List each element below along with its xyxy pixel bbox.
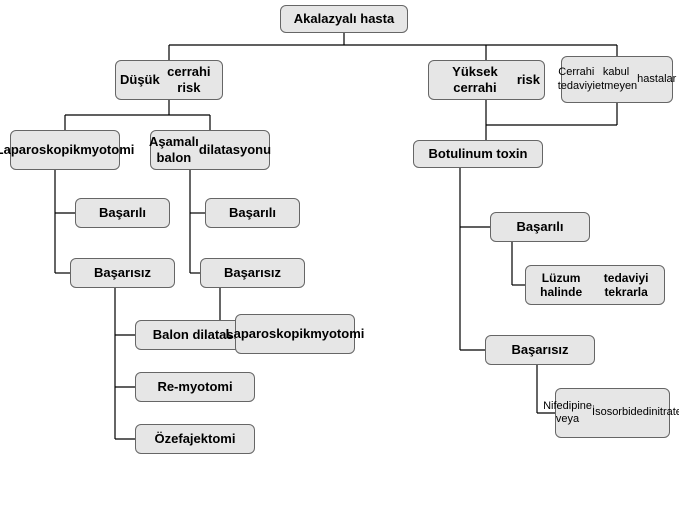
flowchart-node-lap-fail: Başarısız <box>70 258 175 288</box>
flowchart-node-esoph: Özefajektomi <box>135 424 255 454</box>
flowchart-node-lap-myo: Laparoskopikmyotomi <box>10 130 120 170</box>
flowchart-node-bal-succ: Başarılı <box>205 198 300 228</box>
flowchart-node-bal-fail: Başarısız <box>200 258 305 288</box>
flowchart-node-repeat: Lüzum halindetedaviyi tekrarla <box>525 265 665 305</box>
flowchart-node-root: Akalazyalı hasta <box>280 5 408 33</box>
flowchart-node-high-risk: Yüksek cerrahirisk <box>428 60 545 100</box>
flowchart-node-re-myo: Re-myotomi <box>135 372 255 402</box>
flowchart-node-botox: Botulinum toxin <box>413 140 543 168</box>
flowchart-node-bot-succ: Başarılı <box>490 212 590 242</box>
flowchart-node-no-surgery: Cerrahi tedaviyikabul etmeyenhastalar <box>561 56 673 103</box>
flowchart-node-bot-fail: Başarısız <box>485 335 595 365</box>
flowchart-node-nifed: Nifedipine veyaİsosorbidedinitrate <box>555 388 670 438</box>
flowchart-node-low-risk: Düşükcerrahi risk <box>115 60 223 100</box>
flowchart-node-lap-myo2: Laparoskopikmyotomi <box>235 314 355 354</box>
flowchart-node-balloon: Aşamalı balondilatasyonu <box>150 130 270 170</box>
flowchart-node-lap-succ: Başarılı <box>75 198 170 228</box>
